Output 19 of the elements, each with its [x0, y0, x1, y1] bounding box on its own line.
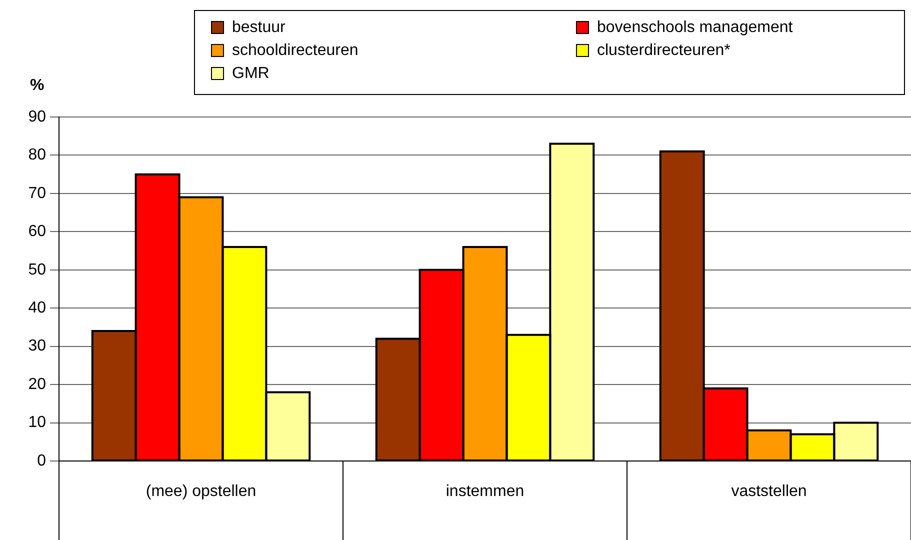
legend-label: GMR [232, 64, 270, 82]
legend-label: bovenschools management [597, 18, 793, 36]
y-tick-label: 90 [28, 108, 46, 126]
x-tick-label: instemmen [446, 483, 524, 500]
y-tick-label: 40 [28, 300, 46, 317]
y-tick-label: 20 [28, 376, 46, 393]
x-tick-label: vaststellen [731, 483, 807, 500]
y-tick-label: 80 [28, 146, 46, 164]
y-tick-label: 60 [28, 223, 46, 240]
y-axis-title: % [30, 77, 44, 95]
y-tick-label: 0 [37, 452, 46, 470]
y-tick-label: 10 [28, 414, 46, 432]
legend-label: schooldirecteuren [232, 42, 358, 60]
x-tick-label: (mee) opstellen [146, 483, 256, 500]
y-tick-label: 70 [28, 184, 46, 202]
legend-label: clusterdirecteuren* [597, 42, 730, 60]
legend-label: bestuur [232, 18, 286, 36]
y-tick-label: 30 [28, 338, 46, 355]
y-tick-label: 50 [28, 261, 46, 278]
